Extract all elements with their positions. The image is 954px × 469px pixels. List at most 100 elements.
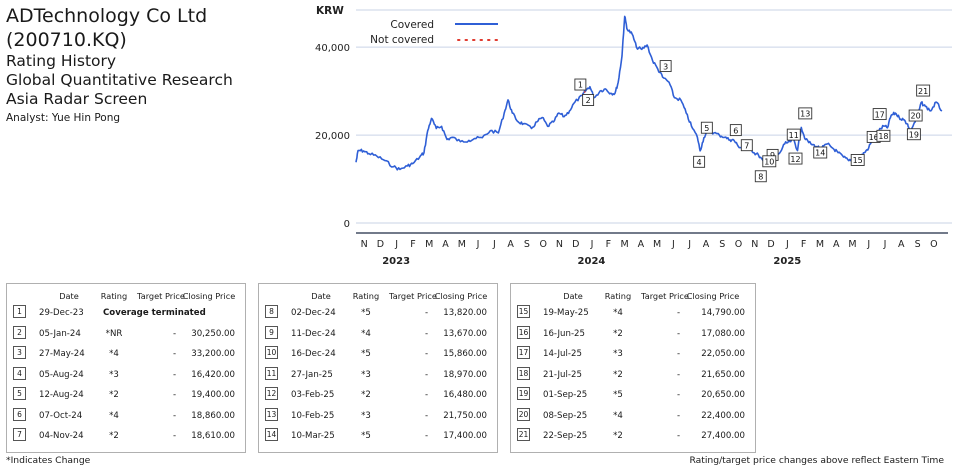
x-tick-label: A (442, 239, 449, 250)
row-date: 05-Jan-24 (39, 328, 81, 339)
row-date: 27-Jan-25 (291, 369, 333, 380)
row-target-price: - (425, 328, 429, 339)
row-rating: *2 (613, 369, 623, 380)
row-index-box: 17 (517, 346, 530, 359)
row-date: 27-May-24 (39, 349, 85, 359)
table-header: Closing Price (182, 291, 236, 301)
row-rating: *3 (613, 349, 623, 359)
rating-marker-label: 11 (789, 131, 799, 140)
rating-marker-label: 19 (909, 130, 919, 139)
table-header: Rating (100, 291, 128, 301)
row-index-box: 5 (13, 387, 26, 400)
x-tick-label: M (816, 239, 824, 250)
x-tick-label: A (507, 239, 514, 250)
x-tick-label: A (703, 239, 710, 250)
table-row: 10 16-Dec-24 *5 - 15,860.00 (259, 345, 497, 363)
x-tick-label: J (492, 239, 496, 250)
x-tick-label: M (458, 239, 466, 250)
row-target-price: - (425, 349, 429, 359)
rating-marker-box (700, 121, 713, 134)
rating-marker-label: 13 (800, 110, 810, 119)
table-row: 11 27-Jan-25 *3 - 18,970.00 (259, 366, 497, 384)
row-rating: *2 (613, 328, 623, 339)
row-closing-price: 21,650.00 (701, 369, 745, 380)
rating-marker-box (582, 94, 595, 106)
price-line-covered (355, 15, 943, 171)
rating-marker-box (762, 155, 777, 168)
row-date: 14-Jul-25 (543, 349, 582, 359)
x-tick-label: O (539, 239, 546, 250)
row-target-price: - (677, 369, 681, 380)
table-row: 18 21-Jul-25 *2 - 21,650.00 (511, 366, 755, 384)
table-row: 13 10-Feb-25 *3 - 21,750.00 (259, 407, 497, 425)
row-closing-price: 17,080.00 (701, 328, 745, 339)
x-tick-label: J (671, 239, 675, 250)
row-target-price: - (425, 390, 429, 400)
x-tick-label: J (883, 239, 887, 250)
x-tick-label: M (848, 239, 856, 250)
table-row: 14 10-Mar-25 *5 - 17,400.00 (259, 427, 497, 445)
row-closing-price: 15,860.00 (443, 349, 487, 359)
row-rating: *2 (361, 390, 371, 400)
table-row: 9 11-Dec-24 *4 - 13,670.00 (259, 325, 497, 343)
row-rating: *2 (109, 390, 119, 400)
table-row: 12 03-Feb-25 *2 - 16,480.00 (259, 386, 497, 404)
row-rating: *4 (109, 349, 119, 359)
row-date: 10-Feb-25 (291, 410, 335, 421)
table-row: 2 05-Jan-24 *NR - 30,250.00 (7, 325, 245, 343)
legend-label-covered: Covered (390, 19, 434, 31)
x-tick-label: D (767, 239, 774, 250)
row-closing-price: 13,820.00 (443, 308, 487, 318)
rating-marker-label: 17 (875, 110, 885, 119)
row-index-box: 13 (265, 407, 278, 421)
row-target-price: - (425, 410, 429, 421)
rating-marker-label: 6 (733, 126, 738, 135)
row-rating: *4 (109, 410, 119, 421)
row-closing-price: 19,400.00 (191, 390, 235, 400)
table-row: 20 08-Sep-25 *4 - 22,400.00 (511, 407, 755, 425)
row-rating: *5 (361, 308, 371, 318)
unit-label: KRW (316, 5, 344, 17)
row-target-price: - (677, 349, 681, 359)
x-tick-label: D (572, 239, 579, 250)
rating-marker-box (659, 60, 672, 73)
rating-marker-label: 16 (869, 133, 879, 142)
x-tick-label: A (833, 239, 840, 250)
row-index-box: 18 (517, 366, 530, 380)
x-tick-label: M (620, 239, 628, 250)
table-header: Target Price (641, 291, 689, 301)
rating-marker-label: 7 (744, 141, 749, 150)
year-label: 2023 (382, 256, 410, 267)
row-rating: *3 (109, 369, 119, 380)
row-date: 08-Sep-25 (543, 410, 588, 421)
row-target-price: - (173, 431, 177, 441)
row-index-box: 20 (517, 407, 530, 421)
row-date: 01-Sep-25 (543, 390, 588, 400)
row-rating: *5 (361, 431, 371, 441)
row-target-price: - (677, 328, 681, 339)
row-index-box: 10 (265, 346, 278, 359)
row-index-box: 4 (13, 366, 26, 380)
row-closing-price: 33,200.00 (191, 349, 235, 359)
row-target-price: - (173, 349, 177, 359)
row-target-price: - (173, 410, 177, 421)
table-row: 7 04-Nov-24 *2 - 18,610.00 (7, 427, 245, 445)
table-header: Date (311, 291, 331, 301)
footnote-change: *Indicates Change (6, 455, 91, 466)
rating-marker-label: 8 (758, 172, 763, 181)
row-index-box: 16 (517, 325, 530, 339)
x-tick-label: O (735, 239, 742, 250)
year-label: 2024 (578, 256, 606, 267)
x-tick-label: J (687, 239, 691, 250)
table-row: 4 05-Aug-24 *3 - 16,420.00 (7, 366, 245, 384)
row-target-price: - (425, 369, 429, 380)
rating-marker-box (906, 128, 921, 141)
rating-marker-box (872, 108, 887, 121)
row-index-box: 14 (265, 428, 278, 441)
table-row: 17 14-Jul-25 *3 - 22,050.00 (511, 345, 755, 363)
row-date: 21-Jul-25 (543, 369, 582, 380)
table-header: Date (59, 291, 79, 301)
rating-marker-label: 3 (663, 62, 668, 71)
row-index-box: 9 (265, 325, 278, 339)
row-closing-price: 17,400.00 (443, 431, 487, 441)
